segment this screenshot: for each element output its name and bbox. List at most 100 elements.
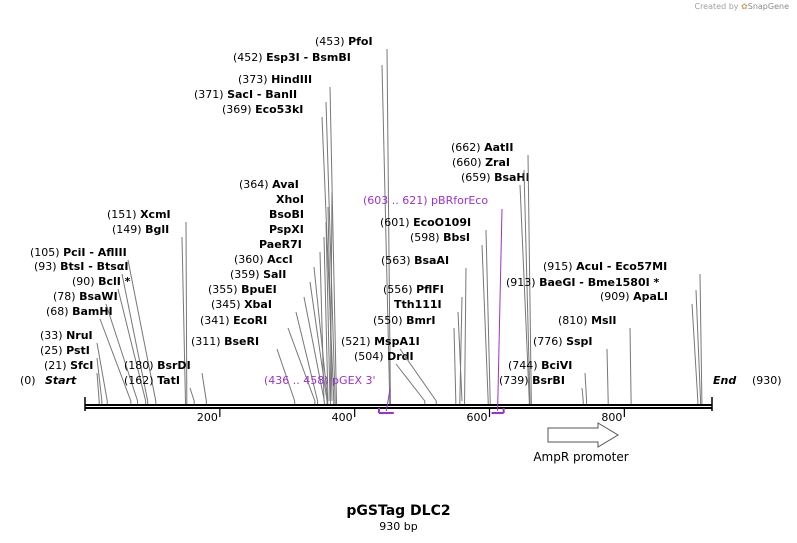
enzyme-label-saci-banii[interactable]: (371) SacI - BanII	[194, 88, 297, 101]
leader-line-bmri	[453, 327, 457, 402]
enzyme-label-paer7i[interactable]: PaeR7I	[259, 238, 302, 251]
leader-line-btsi-bts-i	[121, 273, 149, 402]
enzyme-label-zrai[interactable]: (660) ZraI	[452, 156, 510, 169]
leader-line-bsrdi	[201, 372, 207, 402]
leader-line-pcii-afliii	[127, 259, 157, 402]
enzyme-label-ecoo109i[interactable]: (601) EcoO109I	[380, 216, 471, 229]
enzyme-label-mspa1i[interactable]: (521) MspA1I	[341, 335, 420, 348]
leader-line-psti	[96, 357, 103, 402]
enzyme-label-ecori[interactable]: (341) EcoRI	[200, 314, 267, 327]
ruler-tick-label-400: 400	[332, 411, 353, 424]
enzyme-label-bsrdi[interactable]: (180) BsrDI	[124, 359, 191, 372]
leader-line-baegi-bme1580i	[695, 289, 702, 402]
enzyme-label-bsobi[interactable]: BsoBI	[269, 208, 304, 221]
primer-label-pbrforeco[interactable]: (603 .. 621) pBRforEco	[363, 194, 488, 207]
end-position-label: (930)	[752, 374, 782, 387]
leader-line-avai	[329, 191, 333, 402]
leader-line-bsaai	[464, 267, 467, 402]
leader-line-msli	[629, 327, 632, 402]
enzyme-label-acui-eco57mi[interactable]: (915) AcuI - Eco57MI	[543, 260, 667, 273]
leader-line-tth111i	[457, 311, 463, 402]
leader-line-bpuei	[303, 296, 325, 402]
enzyme-label-psti[interactable]: (25) PstI	[40, 344, 90, 357]
enzyme-label-esp3i-bsmbi[interactable]: (452) Esp3I - BsmBI	[233, 51, 351, 64]
enzyme-label-nrui[interactable]: (33) NruI	[40, 329, 93, 342]
leader-line-xbai	[295, 311, 319, 402]
leader-line-bsahi	[519, 184, 530, 402]
enzyme-label-apali[interactable]: (909) ApaLI	[600, 290, 668, 303]
enzyme-label-xcmi[interactable]: (151) XcmI	[107, 208, 171, 221]
feature-label-ampr-promoter[interactable]: AmpR promoter	[533, 450, 628, 464]
primer-label-pgex-3[interactable]: (436 .. 458) pGEX 3'	[264, 374, 376, 387]
leader-line-esp3i-bsmbi	[381, 64, 391, 402]
leader-line-eco53ki	[321, 116, 335, 402]
snapgene-logo-icon: ✿	[741, 2, 748, 11]
leader-line-pfoi	[386, 48, 391, 402]
enzyme-label-bgli[interactable]: (149) BglI	[112, 223, 169, 236]
plasmid-size: 930 bp	[379, 520, 418, 533]
leader-line-paer7i	[319, 251, 325, 402]
leader-line-mspa1i	[399, 348, 437, 402]
end-label: End	[713, 374, 736, 387]
enzyme-label-tth111i[interactable]: Tth111I	[394, 298, 442, 311]
enzyme-label-sali[interactable]: (359) SalI	[230, 268, 286, 281]
plasmid-name: pGSTag DLC2	[346, 503, 451, 519]
enzyme-label-tati[interactable]: (162) TatI	[124, 374, 180, 387]
enzyme-label-bcli[interactable]: (90) BclI *	[72, 275, 131, 288]
primer-leader-pgex-3	[385, 388, 391, 412]
enzyme-label-bsaai[interactable]: (563) BsaAI	[381, 254, 449, 267]
leader-line-pflfi	[459, 296, 463, 402]
enzyme-label-btsi-bts-i[interactable]: (93) BtsI - BtsαI	[34, 260, 128, 273]
enzyme-label-msli[interactable]: (810) MslI	[558, 314, 616, 327]
enzyme-label-bbsi[interactable]: (598) BbsI	[410, 231, 470, 244]
enzyme-label-pspxi[interactable]: PspXI	[269, 223, 304, 236]
start-position-label: (0)	[20, 374, 36, 387]
enzyme-label-baegi-bme1580i[interactable]: (913) BaeGI - Bme1580I *	[506, 276, 660, 289]
primer-leader-pbrforeco	[497, 208, 503, 412]
enzyme-label-sspi[interactable]: (776) SspI	[533, 335, 593, 348]
leader-line-sfci	[96, 372, 100, 402]
enzyme-label-avai[interactable]: (364) AvaI	[239, 178, 299, 191]
enzyme-label-bcivi[interactable]: (744) BciVI	[508, 359, 572, 372]
enzyme-label-bmri[interactable]: (550) BmrI	[373, 314, 435, 327]
leader-line-pspxi	[323, 236, 329, 402]
leader-line-bseri	[276, 348, 296, 402]
leader-line-bsobi	[325, 221, 331, 402]
enzyme-label-xhoi[interactable]: XhoI	[276, 193, 304, 206]
leader-line-sali	[309, 281, 328, 402]
leader-line-drdi	[395, 363, 426, 402]
enzyme-label-pfoi[interactable]: (453) PfoI	[315, 35, 373, 48]
leader-line-bsrbi	[581, 387, 584, 402]
leader-line-xcmi	[185, 221, 188, 402]
enzyme-label-bsawi[interactable]: (78) BsaWI	[53, 290, 118, 303]
leader-line-zrai	[523, 169, 531, 402]
leader-line-ecori	[287, 327, 316, 402]
enzyme-label-bpuei[interactable]: (355) BpuEI	[208, 283, 277, 296]
leader-line-hindiii	[329, 86, 337, 402]
enzyme-label-bsahi[interactable]: (659) BsaHI	[461, 171, 530, 184]
enzyme-label-bamhi[interactable]: (68) BamHI	[46, 305, 113, 318]
enzyme-label-xbai[interactable]: (345) XbaI	[211, 298, 272, 311]
leader-line-bsawi	[105, 303, 139, 402]
leader-line-acui-eco57mi	[699, 273, 703, 402]
enzyme-label-bseri[interactable]: (311) BseRI	[191, 335, 259, 348]
enzyme-label-hindiii[interactable]: (373) HindIII	[238, 73, 312, 86]
enzyme-label-sfci[interactable]: (21) SfcI	[44, 359, 93, 372]
leader-line-bamhi	[99, 318, 132, 402]
leader-line-nrui	[96, 342, 108, 402]
enzyme-label-pcii-afliii[interactable]: (105) PciI - AflIII	[30, 246, 127, 259]
credit-text: Created by ✿SnapGene	[694, 2, 789, 11]
enzyme-label-eco53ki[interactable]: (369) Eco53kI	[222, 103, 303, 116]
ruler-tick-label-200: 200	[197, 411, 218, 424]
leader-line-bcivi	[584, 372, 588, 402]
leader-line-ecoo109i	[485, 229, 491, 402]
enzyme-label-aatii[interactable]: (662) AatII	[451, 141, 513, 154]
enzyme-label-bsrbi[interactable]: (739) BsrBI	[499, 374, 565, 387]
ampr-promoter-arrow[interactable]	[547, 422, 619, 448]
enzyme-label-acci[interactable]: (360) AccI	[234, 253, 293, 266]
enzyme-label-pflfi[interactable]: (556) PflFI	[383, 283, 444, 296]
start-label: Start	[45, 374, 77, 387]
leader-line-tati	[189, 387, 195, 402]
leader-line-sspi	[606, 348, 609, 402]
